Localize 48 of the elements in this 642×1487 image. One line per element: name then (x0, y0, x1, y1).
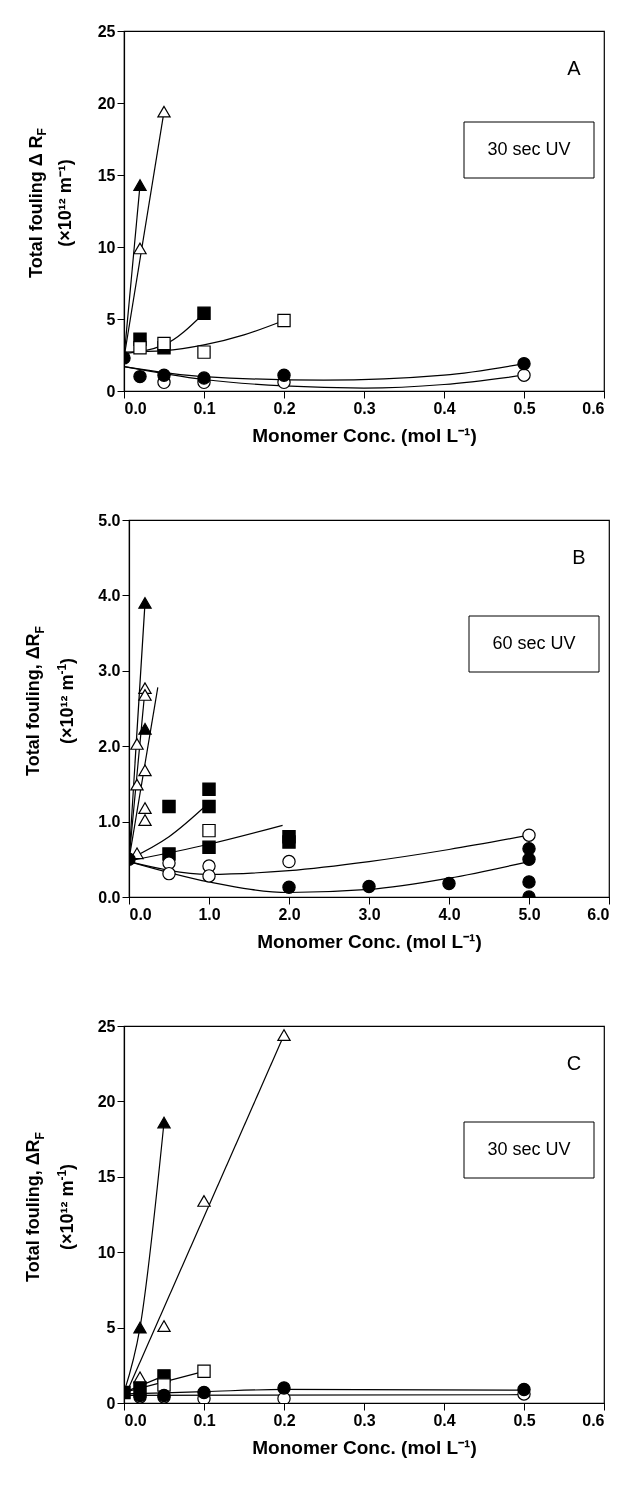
y-tick-label: 5.0 (98, 511, 121, 529)
y-tick-label: 3.0 (98, 662, 121, 680)
x-tick-label: 0.2 (273, 399, 296, 417)
y-tick-label: 10 (97, 1243, 116, 1261)
x-axis-title: Monomer Conc. (mol L⁻¹) (252, 1436, 477, 1458)
x-tick-label: 0.5 (513, 399, 536, 417)
x-tick-label: 5.0 (518, 905, 541, 923)
y-tick-label: 25 (97, 1017, 116, 1035)
x-tick-label: 0.1 (193, 1411, 216, 1429)
x-tick-label: 0.3 (353, 1411, 376, 1429)
y-tick-label: 5 (106, 1319, 116, 1337)
y-tick-label: 15 (97, 1168, 116, 1186)
annotation: 30 sec UV (487, 1139, 571, 1159)
x-tick-label: 0.4 (433, 399, 456, 417)
annotation: 30 sec UV (487, 139, 571, 159)
x-tick-label: 0.6 (582, 1411, 605, 1429)
x-axis-title: Monomer Conc. (mol L⁻¹) (257, 930, 482, 952)
x-tick-label: 6.0 (587, 905, 610, 923)
x-tick-label: 0.6 (582, 399, 605, 417)
y-tick-label: 25 (97, 22, 116, 40)
y-tick-label: 5 (106, 310, 116, 328)
y-tick-label: 20 (97, 94, 116, 112)
x-axis-title: Monomer Conc. (mol L⁻¹) (252, 424, 477, 446)
y-tick-label: 0 (106, 1394, 116, 1412)
annotation: 60 sec UV (492, 633, 576, 653)
x-tick-label: 0.3 (353, 399, 376, 417)
y-tick-label: 20 (97, 1092, 116, 1110)
y-tick-label: 0 (106, 382, 116, 400)
x-tick-label: 4.0 (438, 905, 461, 923)
x-tick-label: 0.1 (193, 399, 216, 417)
x-tick-label: 0.0 (129, 905, 152, 923)
x-tick-label: 0.5 (513, 1411, 536, 1429)
y-tick-label: 2.0 (98, 737, 121, 755)
x-tick-label: 0.0 (124, 1411, 147, 1429)
x-tick-label: 0.0 (124, 399, 147, 417)
x-tick-label: 1.0 (198, 905, 221, 923)
y-tick-label: 10 (97, 238, 116, 256)
x-tick-label: 2.0 (278, 905, 301, 923)
y-tick-label: 0.0 (98, 888, 121, 906)
y-tick-label: 15 (97, 166, 116, 184)
annotation: B (572, 546, 586, 568)
annotation: C (566, 1052, 582, 1074)
y-tick-label: 4.0 (98, 586, 121, 604)
annotation: A (567, 57, 582, 79)
y-tick-label: 1.0 (98, 813, 121, 831)
x-tick-label: 0.4 (433, 1411, 456, 1429)
x-tick-label: 0.2 (273, 1411, 296, 1429)
x-tick-label: 3.0 (358, 905, 381, 923)
